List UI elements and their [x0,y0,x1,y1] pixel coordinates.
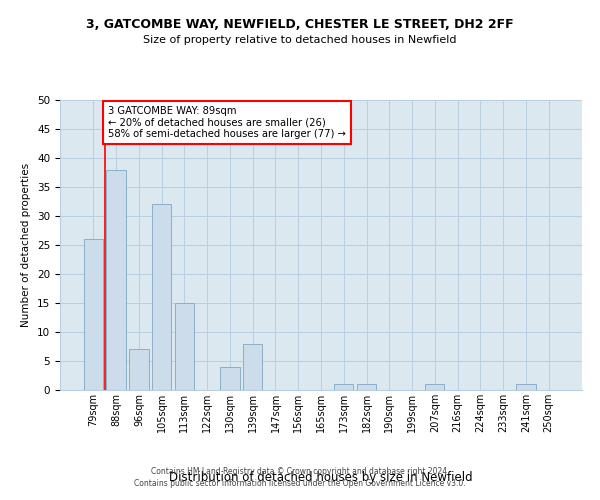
Bar [243,344,262,390]
Bar [84,239,103,390]
Y-axis label: Number of detached properties: Number of detached properties [22,163,31,327]
Bar [425,384,445,390]
Bar [106,170,126,390]
Text: 3, GATCOMBE WAY, NEWFIELD, CHESTER LE STREET, DH2 2FF: 3, GATCOMBE WAY, NEWFIELD, CHESTER LE ST… [86,18,514,30]
Text: 3 GATCOMBE WAY: 89sqm
← 20% of detached houses are smaller (26)
58% of semi-deta: 3 GATCOMBE WAY: 89sqm ← 20% of detached … [108,106,346,139]
Text: Contains public sector information licensed under the Open Government Licence v3: Contains public sector information licen… [134,478,466,488]
Text: Size of property relative to detached houses in Newfield: Size of property relative to detached ho… [143,35,457,45]
Bar [357,384,376,390]
Bar [152,204,172,390]
Bar [220,367,239,390]
X-axis label: Distribution of detached houses by size in Newfield: Distribution of detached houses by size … [169,471,473,484]
Bar [516,384,536,390]
Bar [129,350,149,390]
Text: Contains HM Land Registry data © Crown copyright and database right 2024.: Contains HM Land Registry data © Crown c… [151,467,449,476]
Bar [175,303,194,390]
Bar [334,384,353,390]
